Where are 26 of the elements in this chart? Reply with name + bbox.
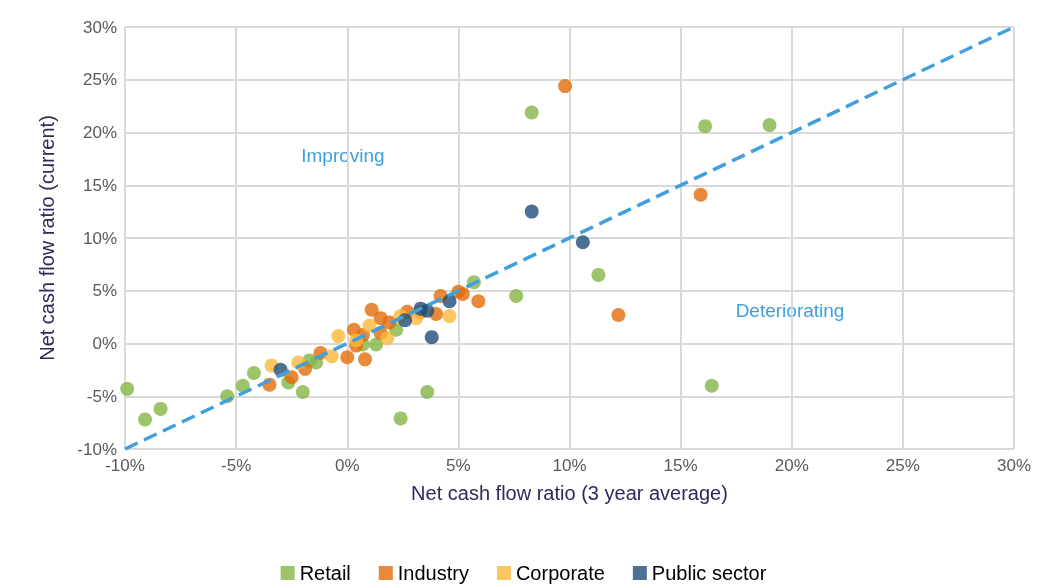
y-tick-label: -5% xyxy=(86,386,117,406)
x-axis-title: Net cash flow ratio (3 year average) xyxy=(411,482,728,504)
y-tick-label: 0% xyxy=(92,334,117,353)
legend-label: Retail xyxy=(299,562,351,584)
legend-label: Corporate xyxy=(515,562,605,584)
x-tick-label: 30% xyxy=(996,456,1032,475)
x-tick-label: 15% xyxy=(663,456,698,475)
y-tick-label: 30% xyxy=(82,17,117,37)
y-tick-label: 5% xyxy=(92,281,117,301)
x-tick-label: -5% xyxy=(221,456,252,475)
x-tick-label: 5% xyxy=(446,456,471,475)
y-tick-label: 25% xyxy=(82,70,117,90)
y-tick-label: 10% xyxy=(82,228,117,248)
annotation: Deteriorating xyxy=(735,299,845,321)
legend-label: Industry xyxy=(397,562,469,584)
annotation: Improving xyxy=(301,145,385,166)
x-tick-label: 25% xyxy=(885,456,920,475)
x-tick-label: 10% xyxy=(552,456,587,475)
x-tick-label: -10% xyxy=(105,456,145,475)
y-axis-title: Net cash flow ratio (current) xyxy=(36,115,58,361)
legend-label: Public sector xyxy=(651,562,767,584)
x-tick-label: 20% xyxy=(774,456,809,475)
x-tick-label: 0% xyxy=(334,456,360,475)
y-tick-label: -10% xyxy=(77,439,117,459)
y-tick-label: 15% xyxy=(82,175,117,195)
y-tick-label: 20% xyxy=(82,123,117,142)
